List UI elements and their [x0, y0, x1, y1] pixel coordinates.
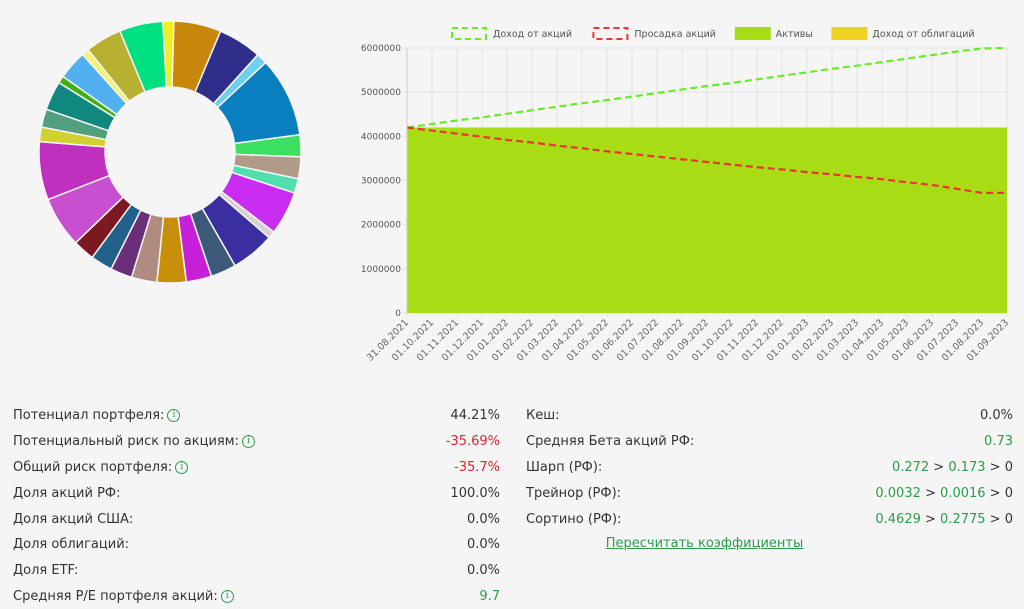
stat-value: 0.0032 > 0.0016 > 0 [875, 486, 1013, 501]
stat-label-text: Доля акций РФ: [13, 485, 121, 501]
svg-text:Активы: Активы [776, 29, 813, 40]
stat-label: Кеш: [526, 408, 560, 424]
stat-row: Общий риск портфеля: i -35.7% [13, 455, 500, 481]
stat-value: 44.21% [450, 408, 500, 424]
stat-value: -35.7% [454, 459, 500, 475]
stat-label: Трейнор (РФ): [526, 485, 622, 501]
ratio-value: 0.4629 [875, 511, 921, 527]
stat-row: Средняя Бета акций РФ: 0.73 [526, 429, 1013, 455]
stat-label: Доля облигаций: [13, 537, 129, 552]
ratio-value: 0.2775 [940, 511, 986, 527]
stat-label-text: Общий риск портфеля: [13, 459, 173, 475]
ratio-value: 0.0032 [875, 485, 921, 501]
comparison-sign: > [920, 511, 941, 527]
stat-value: 0.0% [466, 511, 500, 527]
comparison-sign: > [929, 459, 949, 475]
ratio-value: 0 [1004, 459, 1013, 475]
line-series [406, 46, 1008, 129]
svg-text:Доход от облигаций: Доход от облигаций [872, 29, 974, 40]
stat-row: Сортино (РФ): 0.4629 > 0.2775 > 0 [526, 506, 1013, 532]
stat-label: Потенциальный риск по акциям: i [13, 434, 255, 449]
ratio-value: 0.173 [948, 459, 986, 475]
stat-label: Доля акций РФ: [13, 486, 120, 501]
info-icon[interactable]: i [220, 589, 234, 603]
stat-label: Доля акций США: [13, 512, 133, 527]
legend-item[interactable]: Активы [734, 27, 813, 40]
stat-label: Доля ETF: [13, 563, 78, 578]
ratio-value: 0 [1004, 511, 1013, 527]
stat-row: Доля ETF: 0.0% [13, 558, 500, 584]
comparison-sign: > [985, 511, 1005, 527]
stat-row: Трейнор (РФ): 0.0032 > 0.0016 > 0 [526, 480, 1013, 506]
stat-row: Шарп (РФ): 0.272 > 0.173 > 0 [526, 455, 1013, 481]
stat-value: 9.7 [479, 588, 500, 604]
stat-value: 0.0% [979, 408, 1013, 424]
stat-label: Средняя Бета акций РФ: [526, 434, 695, 450]
info-icon[interactable]: i [167, 409, 181, 423]
legend-item[interactable]: Просадка акций [592, 27, 716, 40]
y-tick-label: 0 [395, 309, 401, 319]
legend-item[interactable]: Доход от облигаций [831, 27, 975, 40]
ratio-value: 0 [1004, 485, 1013, 501]
stat-value: -35.69% [445, 434, 500, 450]
stat-row: Доля акций США: 0.0% [13, 506, 500, 532]
info-icon[interactable]: i [175, 460, 189, 474]
stat-label: Общий риск портфеля: i [13, 459, 189, 475]
info-icon[interactable]: i [241, 435, 255, 449]
stat-label-text: Доля ETF: [13, 563, 79, 579]
portfolio-stats-left: Потенциал портфеля: i 44.21% Потенциальный … [13, 403, 500, 609]
stat-value: 0.0% [466, 537, 500, 553]
comparison-sign: > [985, 485, 1005, 501]
stat-value: 0.4629 > 0.2775 > 0 [875, 512, 1013, 527]
y-tick-label: 4000000 [361, 132, 401, 142]
stat-value: 0.73 [984, 434, 1013, 450]
svg-text:Просадка акций: Просадка акций [634, 29, 716, 40]
y-tick-label: 2000000 [361, 221, 401, 231]
line-series [406, 126, 1007, 194]
area-series [407, 127, 1007, 313]
portfolio-line-chart: 0 1000000 2000000 3000000 4000000 5000000 6000… [361, 27, 1011, 364]
recalculate-coefficients-link[interactable]: Пересчитать коэффициенты [605, 535, 804, 551]
portfolio-stats-right: Кеш: 0.0% Средняя Бета акций РФ: 0.73 Шарп (… [526, 403, 1013, 551]
stat-value: 100.0% [450, 485, 500, 501]
stat-row: Средняя P/E портфеля акций: i 9.7 [13, 584, 500, 609]
ratio-value: 0.0016 [940, 485, 986, 501]
comparison-sign: > [920, 485, 941, 501]
stat-label-text: Потенциал портфеля: [13, 408, 165, 424]
y-tick-label: 5000000 [361, 88, 401, 98]
donut-slice[interactable] [162, 20, 175, 88]
stat-value: 0.0% [466, 563, 500, 579]
stat-row: Потенциальный риск по акциям: i -35.69% [13, 429, 500, 455]
svg-text:Доход от акций: Доход от акций [493, 29, 572, 40]
stat-label-text: Потенциальный риск по акциям: [13, 434, 239, 450]
y-tick-label: 6000000 [361, 44, 401, 54]
stat-row: Доля акций РФ: 100.0% [13, 480, 500, 506]
stat-row: Доля облигаций: 0.0% [13, 532, 500, 558]
stat-label: Сортино (РФ): [526, 511, 622, 527]
legend-item[interactable]: Доход от акций [451, 27, 572, 40]
stat-row: Потенциал портфеля: i 44.21% [13, 403, 500, 429]
comparison-sign: > [985, 459, 1005, 475]
stat-label-text: Средняя P/E портфеля акций: [13, 588, 218, 604]
stat-value: 0.272 > 0.173 > 0 [892, 460, 1013, 475]
stat-row: Кеш: 0.0% [526, 403, 1013, 429]
stat-label: Шарп (РФ): [526, 459, 603, 475]
portfolio-donut-chart [38, 20, 302, 284]
y-tick-label: 3000000 [361, 177, 401, 187]
stat-label: Потенциал портфеля: i [13, 408, 181, 424]
stat-label: Средняя P/E портфеля акций: i [13, 589, 234, 604]
stat-label-text: Доля облигаций: [13, 537, 130, 553]
y-tick-label: 1000000 [361, 265, 401, 275]
stat-label-text: Доля акций США: [13, 511, 134, 527]
ratio-value: 0.272 [891, 459, 930, 475]
